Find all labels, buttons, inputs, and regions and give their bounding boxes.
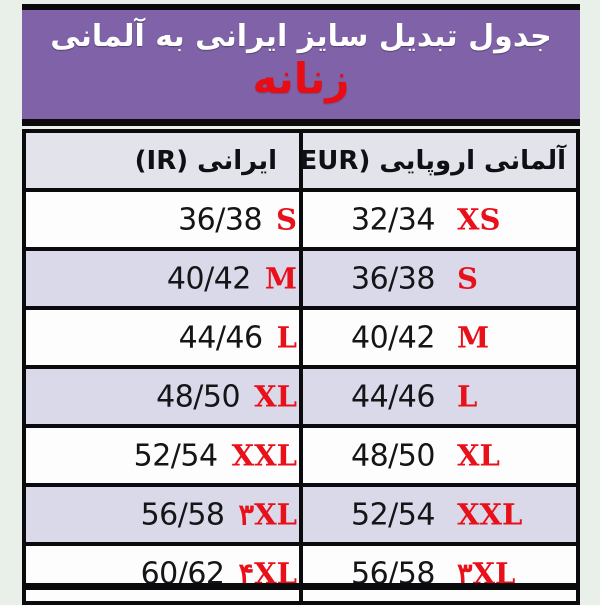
ir-size: S xyxy=(276,202,297,236)
column-header-eur-label: آلمانی اروپایی (EUR) xyxy=(288,145,566,176)
eur-size: XXL xyxy=(456,497,523,531)
banner-subtitle: زنانه xyxy=(252,54,350,103)
eur-number: 52/54 xyxy=(351,497,435,532)
ir-size: XXL xyxy=(231,438,297,472)
eur-number: 36/38 xyxy=(351,261,435,296)
table-body: 32/34 XS 36/38 S 36/38 xyxy=(22,188,580,605)
size-table-wrapper: آلمانی اروپایی (EUR) ایرانی (IR) 32/34 X… xyxy=(22,129,580,605)
column-header-ir-label: ایرانی (IR) xyxy=(134,145,277,176)
cell-ir: 52/54 XXL xyxy=(22,424,303,487)
eur-number: 32/34 xyxy=(351,202,435,237)
eur-size: M xyxy=(456,320,490,354)
table-header-row: آلمانی اروپایی (EUR) ایرانی (IR) xyxy=(22,129,580,192)
ir-number: 48/50 xyxy=(156,379,241,414)
ir-number: 36/38 xyxy=(178,202,263,237)
eur-size: XL xyxy=(456,438,500,472)
banner-title: جدول تبدیل سایز ایرانی به آلمانی xyxy=(50,19,552,54)
table-row: 40/42 M 44/46 L xyxy=(22,306,580,369)
table-row: 44/46 L 48/50 XL xyxy=(22,365,580,428)
cell-ir: 36/38 S xyxy=(22,188,303,251)
ir-size: L xyxy=(276,320,297,354)
cell-ir: 44/46 L xyxy=(22,306,303,369)
size-conversion-table: آلمانی اروپایی (EUR) ایرانی (IR) 32/34 X… xyxy=(22,129,580,605)
table-head: آلمانی اروپایی (EUR) ایرانی (IR) xyxy=(22,129,580,192)
ir-size: XL xyxy=(254,379,297,413)
banner: جدول تبدیل سایز ایرانی به آلمانی زنانه xyxy=(22,4,580,126)
eur-number: 40/42 xyxy=(351,320,435,355)
ir-number: 56/58 xyxy=(140,497,225,532)
cell-eur: 40/42 M xyxy=(299,306,580,369)
ir-size: ۳XL xyxy=(238,497,297,531)
eur-number: 44/46 xyxy=(351,379,435,414)
table-row: 48/50 XL 52/54 XXL xyxy=(22,424,580,487)
table-row: 32/34 XS 36/38 S xyxy=(22,188,580,251)
table-row: 36/38 S 40/42 M xyxy=(22,247,580,310)
eur-size: L xyxy=(456,379,478,413)
ir-number: 44/46 xyxy=(178,320,263,355)
cell-eur: 32/34 XS xyxy=(299,188,580,251)
cell-ir: 56/58 ۳XL xyxy=(22,483,303,546)
cell-eur: 52/54 XXL xyxy=(299,483,580,546)
column-header-eur: آلمانی اروپایی (EUR) xyxy=(288,129,580,192)
cell-eur: 48/50 XL xyxy=(299,424,580,487)
table-row: 52/54 XXL 56/58 ۳XL xyxy=(22,483,580,546)
column-header-ir: ایرانی (IR) xyxy=(22,129,303,192)
cell-ir: 60/62 ۴XL xyxy=(22,542,303,605)
cell-eur: 44/46 L xyxy=(299,365,580,428)
eur-size: S xyxy=(456,261,478,295)
eur-size: XS xyxy=(456,202,501,236)
table-row: 56/58 ۳XL 60/62 ۴XL xyxy=(22,542,580,605)
ir-size: M xyxy=(264,261,297,295)
table-bottom-rule xyxy=(22,583,580,590)
cell-eur: 56/58 ۳XL xyxy=(299,542,580,605)
ir-number: 52/54 xyxy=(133,438,218,473)
cell-eur: 36/38 S xyxy=(299,247,580,310)
cell-ir: 40/42 M xyxy=(22,247,303,310)
ir-number: 40/42 xyxy=(166,261,251,296)
eur-number: 48/50 xyxy=(351,438,435,473)
cell-ir: 48/50 XL xyxy=(22,365,303,428)
